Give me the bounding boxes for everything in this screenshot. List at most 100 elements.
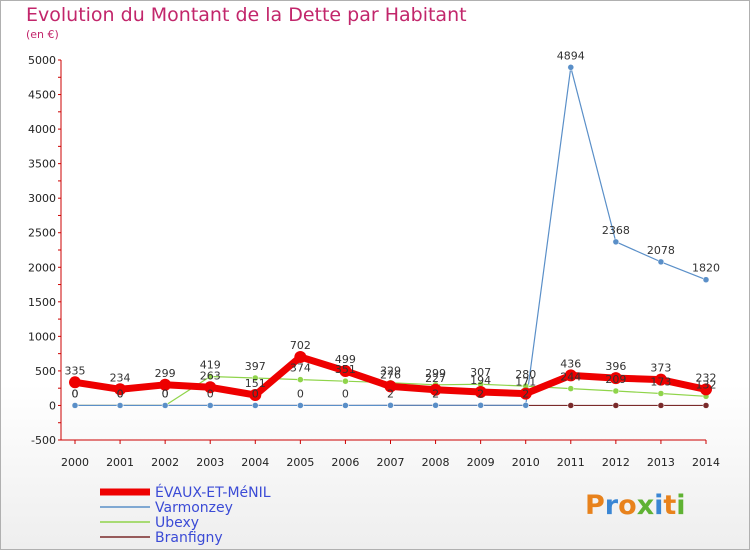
data-label: 2078 xyxy=(647,244,675,257)
y-tick-label: 3000 xyxy=(28,192,56,205)
data-point xyxy=(249,389,262,402)
data-point xyxy=(612,387,620,395)
data-point xyxy=(204,381,217,394)
data-point xyxy=(116,402,124,409)
data-point xyxy=(252,374,259,382)
y-tick-label: 0 xyxy=(49,399,56,412)
x-tick-label: 2007 xyxy=(377,456,405,469)
y-tick-label: 1500 xyxy=(28,296,56,309)
x-tick-label: 2014 xyxy=(692,456,720,469)
data-label: 419 xyxy=(200,359,221,372)
data-label: 234 xyxy=(110,371,131,384)
data-label: 436 xyxy=(560,357,581,370)
data-point xyxy=(519,387,532,400)
data-label: 0 xyxy=(207,387,214,400)
data-label: 244 xyxy=(560,371,581,384)
data-label: 2 xyxy=(522,387,529,400)
data-point xyxy=(387,402,394,409)
x-tick-label: 2009 xyxy=(467,456,495,469)
data-label: 0 xyxy=(162,387,169,400)
data-point xyxy=(297,376,304,383)
data-label: 227 xyxy=(425,372,446,385)
x-tick-label: 2001 xyxy=(106,456,134,469)
data-point xyxy=(702,276,710,283)
y-tick-label: 2000 xyxy=(28,261,56,274)
data-point xyxy=(700,383,712,396)
data-label: 232 xyxy=(696,371,717,384)
legend-label-ubexy: Ubexy xyxy=(155,515,200,531)
data-label: 0 xyxy=(117,387,124,400)
x-tick-label: 2012 xyxy=(602,456,630,469)
data-label: 397 xyxy=(245,360,266,373)
x-tick-label: 2006 xyxy=(331,456,359,469)
data-label: 0 xyxy=(342,387,349,400)
data-point xyxy=(564,369,577,382)
data-label: 335 xyxy=(65,364,86,377)
data-point xyxy=(522,402,529,409)
y-tick-label: 4500 xyxy=(28,89,56,102)
data-label: 374 xyxy=(290,362,311,375)
x-tick-label: 2010 xyxy=(512,456,540,469)
x-tick-label: 2002 xyxy=(151,456,179,469)
y-tick-label: -500 xyxy=(31,434,56,447)
data-label: 299 xyxy=(425,367,446,380)
data-point xyxy=(657,402,665,409)
data-label: 0 xyxy=(297,387,304,400)
data-label: 307 xyxy=(470,366,491,379)
data-point xyxy=(657,258,665,266)
data-point xyxy=(477,402,484,409)
data-point xyxy=(294,350,307,363)
data-point xyxy=(206,373,214,380)
proxiti-logo: Proxiti xyxy=(585,490,686,521)
x-tick-label: 2003 xyxy=(196,456,224,469)
y-tick-label: 2500 xyxy=(28,227,56,240)
data-point xyxy=(702,402,710,409)
legend-label-branfigny: Branfigny xyxy=(155,530,223,546)
data-point xyxy=(71,402,79,409)
data-point xyxy=(567,64,575,71)
logo-letter: x xyxy=(636,490,655,521)
logo-letter: o xyxy=(618,490,637,521)
data-label: 0 xyxy=(72,387,79,400)
data-point xyxy=(114,383,127,396)
data-label: 209 xyxy=(605,373,626,386)
data-label: 299 xyxy=(155,367,176,380)
x-tick-label: 2008 xyxy=(422,456,450,469)
data-label: 0 xyxy=(72,387,79,400)
x-tick-label: 2013 xyxy=(647,456,675,469)
data-point xyxy=(384,380,397,393)
data-label: 2368 xyxy=(602,224,630,237)
y-tick-label: 5000 xyxy=(28,54,56,67)
data-point xyxy=(429,383,442,396)
data-label: 0 xyxy=(162,387,169,400)
data-point xyxy=(474,386,487,399)
data-label: 263 xyxy=(200,369,221,382)
logo-letter: r xyxy=(604,490,619,521)
data-point xyxy=(159,378,172,391)
data-label: 280 xyxy=(515,368,536,381)
logo-letter: i xyxy=(676,490,686,521)
data-label: 0 xyxy=(117,387,124,400)
data-label: 151 xyxy=(245,377,266,390)
data-point xyxy=(252,402,259,409)
data-label: 1820 xyxy=(692,262,720,275)
data-point xyxy=(432,402,439,409)
data-label: 2 xyxy=(387,387,394,400)
data-point xyxy=(654,373,667,386)
data-point xyxy=(339,364,352,377)
data-label: 276 xyxy=(380,368,401,381)
data-point xyxy=(297,402,304,409)
data-point xyxy=(342,377,349,385)
data-point xyxy=(609,372,622,385)
data-point xyxy=(206,402,214,409)
data-label: 396 xyxy=(605,360,626,373)
data-label: 4894 xyxy=(557,49,585,62)
data-point xyxy=(567,402,575,409)
y-tick-label: 500 xyxy=(35,365,56,378)
data-label: 499 xyxy=(335,353,356,366)
data-point xyxy=(612,402,620,409)
data-label: 373 xyxy=(650,362,671,375)
data-point xyxy=(567,385,575,392)
x-tick-label: 2011 xyxy=(557,456,585,469)
